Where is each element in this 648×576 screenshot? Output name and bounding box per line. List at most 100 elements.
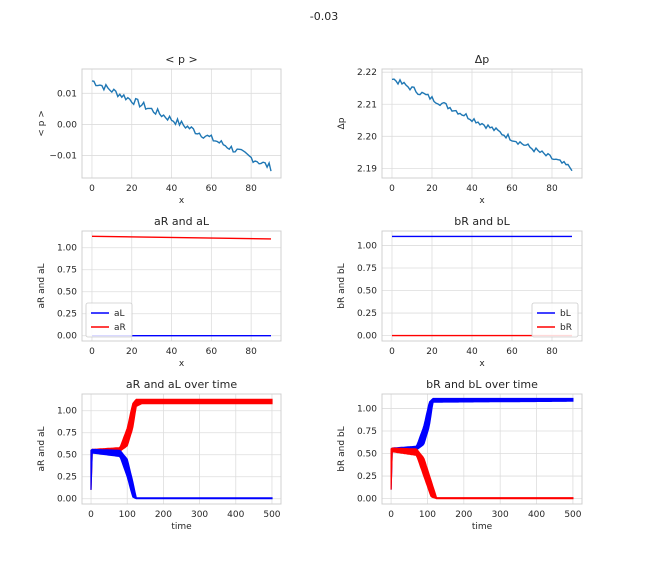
y-tick-label: 0.25 [357,472,377,482]
y-tick-label: 0.00 [357,495,377,505]
x-tick-label: 100 [419,510,436,520]
x-axis-label: x [179,359,185,369]
x-tick-label: 60 [506,347,518,357]
x-axis-label: x [479,196,485,206]
y-tick-label: 2.22 [357,68,377,78]
y-axis-label: aR and aL [37,427,47,472]
y-axis-label: < p > [37,110,47,137]
y-tick-label: 0.50 [357,450,377,460]
x-tick-label: 20 [126,347,138,357]
subplot-title: < p > [165,53,197,66]
x-tick-label: 400 [528,510,545,520]
y-tick-label: 0.75 [57,429,77,439]
x-tick-label: 20 [426,347,438,357]
series-aR-band [90,398,273,490]
x-tick-label: 80 [245,347,257,357]
y-tick-label: 0.01 [57,89,77,99]
legend-label-bR: bR [560,323,572,333]
x-tick-label: 0 [89,347,95,357]
legend: aL aR [85,302,133,338]
series-bR-band [390,447,574,500]
subplot-title: bR and bL [454,215,510,228]
y-tick-label: 2.19 [357,164,377,174]
x-tick-label: 0 [389,184,395,194]
y-tick-label: 1.00 [57,244,77,254]
x-tick-label: 20 [126,184,138,194]
y-tick-label: −0.01 [49,152,77,162]
y-tick-label: 0.00 [57,495,77,505]
x-tick-label: 200 [455,510,472,520]
subplot-aR-aL-time: 0 100 200 300 400 500 0.00 0.25 0.50 0.75 1.00 aR a… [37,378,282,532]
series-aR-line [91,235,272,240]
y-tick-label: 0.00 [57,120,77,130]
subplot-mean-p: 0 20 40 60 80 −0.01 0.00 0.01 < p > x < p > [37,53,282,206]
legend-label-bL: bL [560,309,571,319]
subplot-aR-aL: 0 20 40 60 80 0.00 0.25 0.50 0.75 1.00 aR and aL x a… [37,215,282,369]
y-tick-label: 0.75 [357,427,377,437]
series-group [90,398,273,500]
x-tick-label: 300 [191,510,208,520]
x-tick-label: 0 [389,347,395,357]
y-tick-label: 0.00 [57,332,77,342]
plot-frame [81,68,282,179]
series-aL-band [90,448,273,500]
legend-label-aR: aR [114,323,126,333]
series-bL-band [390,397,574,490]
y-tick-label: 2.20 [357,132,377,142]
figure-suptitle: -0.03 [310,10,338,23]
x-tick-label: 40 [166,184,178,194]
y-axis-label: bR and bL [337,263,347,308]
plot-frame [81,393,282,505]
y-tick-label: 0.50 [57,451,77,461]
x-tick-label: 100 [119,510,136,520]
x-tick-label: 40 [466,184,478,194]
series-group [91,80,272,172]
x-axis-label: time [171,522,192,532]
y-tick-label: 0.00 [357,332,377,342]
y-tick-label: 0.25 [357,309,377,319]
legend-box [85,302,133,338]
subplot-title: bR and bL over time [426,378,538,391]
x-tick-label: 40 [166,347,178,357]
x-tick-label: 200 [155,510,172,520]
plot-frame [381,68,583,179]
x-tick-label: 60 [206,347,218,357]
subplot-title: aR and aL [154,215,210,228]
subplot-bR-bL: 0 20 40 60 80 0.00 0.25 0.50 0.75 1.00 bR and bL x b… [337,215,583,369]
y-tick-label: 0.75 [57,266,77,276]
x-tick-label: 0 [89,184,95,194]
x-tick-label: 400 [227,510,244,520]
series-group [391,78,573,172]
x-tick-label: 80 [245,184,257,194]
y-tick-label: 0.50 [357,287,377,297]
x-tick-label: 40 [466,347,478,357]
x-tick-label: 60 [206,184,218,194]
subplot-bR-bL-time: 0 100 200 300 400 500 0.00 0.25 0.50 0.75 1.00 bR a… [337,378,583,532]
y-axis-label: bR and bL [337,426,347,471]
x-tick-label: 300 [492,510,509,520]
series-line-0-line [391,78,573,172]
x-axis-label: x [179,196,185,206]
x-tick-label: 80 [546,184,558,194]
x-tick-label: 0 [388,510,394,520]
y-axis-label: Δp [337,117,347,129]
plot-frame [381,393,583,505]
legend-box [531,302,579,338]
subplot-title: aR and aL over time [126,378,238,391]
legend-label-aL: aL [114,309,125,319]
y-axis-label: aR and aL [37,264,47,309]
series-line-0-line [91,80,272,172]
y-tick-label: 2.21 [357,100,377,110]
legend: bL bR [531,302,579,338]
x-tick-label: 20 [426,184,438,194]
x-axis-label: x [479,359,485,369]
x-tick-label: 80 [546,347,558,357]
y-tick-label: 0.75 [357,264,377,274]
y-tick-label: 1.00 [57,407,77,417]
y-tick-label: 0.25 [57,310,77,320]
series-group [390,397,574,500]
y-tick-label: 1.00 [357,241,377,251]
x-tick-label: 0 [88,510,94,520]
plot-frame [81,230,282,342]
y-tick-label: 0.25 [57,473,77,483]
